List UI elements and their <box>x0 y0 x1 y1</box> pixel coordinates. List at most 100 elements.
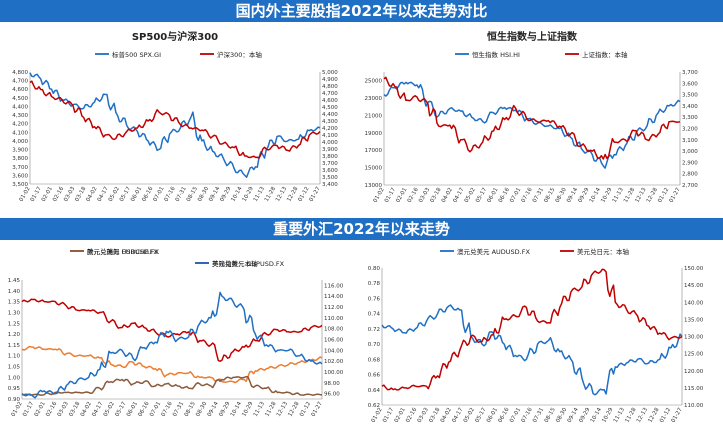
y-tick-right: 145.00 <box>684 283 704 289</box>
y-tick-right: 104.00 <box>324 348 344 354</box>
y-tick-left: 17000 <box>365 148 383 154</box>
series-line-0 <box>29 72 321 178</box>
y-tick-right: 3,900 <box>322 147 338 153</box>
x-tick-label: 01-27 <box>671 407 684 424</box>
legend-label: 上证指数：本轴 <box>582 50 628 59</box>
series-line-2 <box>22 375 322 396</box>
y-tick-right: 5,000 <box>322 70 338 76</box>
chart-eur-gbp-chf-dxy: 欧元兑美元 EURUSD.FX 英镑兑美元 GBPUSD.FX 美元兑瑞郎 USDC… <box>8 247 344 418</box>
y-tick-left: 0.62 <box>368 403 380 409</box>
y-tick-right: 4,800 <box>322 84 338 90</box>
legend-label: 澳元兑美元 AUDUSD.FX <box>457 247 530 256</box>
y-tick-right: 102.00 <box>324 359 344 365</box>
y-tick-right: 4,600 <box>322 98 338 104</box>
y-tick-right: 114.00 <box>324 294 344 300</box>
y-tick-right: 108.00 <box>324 327 344 333</box>
y-tick-left: 1.45 <box>8 278 21 284</box>
legend-label: 沪深300：本轴 <box>217 50 262 59</box>
y-tick-right: 2,800 <box>682 172 698 178</box>
y-tick-right: 3,700 <box>682 70 698 76</box>
chart-title: SP500与沪深300 <box>132 30 218 43</box>
y-tick-left: 4,000 <box>12 139 28 145</box>
y-tick-left: 4,400 <box>12 104 28 110</box>
y-tick-left: 3,800 <box>12 156 28 162</box>
y-tick-right: 100.00 <box>324 370 344 376</box>
y-tick-left: 21000 <box>365 113 383 119</box>
chart-title: 恒生指数与上证指数 <box>487 30 578 43</box>
y-tick-left: 0.64 <box>368 388 381 394</box>
y-tick-right: 3,800 <box>322 154 338 160</box>
y-tick-left: 1.25 <box>8 321 21 327</box>
x-tick-label: 01-27 <box>309 186 322 203</box>
y-tick-right: 125.00 <box>684 352 704 358</box>
y-tick-right: 2,700 <box>682 183 698 189</box>
y-tick-left: 25000 <box>365 79 383 85</box>
y-tick-right: 3,600 <box>682 81 698 87</box>
y-tick-left: 3,700 <box>12 165 28 171</box>
series-line-1 <box>21 298 323 362</box>
y-tick-right: 4,000 <box>322 140 338 146</box>
y-tick-right: 3,000 <box>682 149 698 155</box>
y-tick-left: 4,100 <box>12 130 28 136</box>
y-tick-right: 3,500 <box>322 175 338 181</box>
y-tick-left: 3,900 <box>12 148 28 154</box>
y-tick-right: 110.00 <box>324 316 344 322</box>
y-tick-right: 4,500 <box>322 105 338 111</box>
series-line-0 <box>21 345 323 384</box>
y-tick-right: 3,500 <box>682 93 698 99</box>
series-line-0 <box>383 81 681 169</box>
y-tick-left: 0.90 <box>8 397 21 403</box>
y-tick-left: 4,600 <box>12 87 28 93</box>
y-tick-right: 3,400 <box>682 104 698 110</box>
y-tick-right: 130.00 <box>684 335 704 341</box>
legend-label: 美元兑瑞郎 USDCHF.FX <box>87 247 158 256</box>
y-tick-right: 3,300 <box>682 115 698 121</box>
y-tick-right: 4,100 <box>322 133 338 139</box>
y-tick-left: 0.78 <box>368 281 381 287</box>
y-tick-left: 1.10 <box>8 354 21 360</box>
y-tick-right: 98.00 <box>324 381 340 387</box>
y-tick-left: 0.95 <box>8 386 21 392</box>
y-tick-right: 4,400 <box>322 112 338 118</box>
y-tick-left: 4,700 <box>12 79 28 85</box>
y-tick-left: 1.00 <box>8 375 21 381</box>
y-tick-left: 4,800 <box>12 70 28 76</box>
y-tick-right: 96.00 <box>324 392 340 398</box>
series-line-1 <box>383 76 681 160</box>
y-tick-left: 3,600 <box>12 173 28 179</box>
y-tick-left: 1.15 <box>8 343 21 349</box>
legend-label: 美元兑日元：本轴 <box>577 247 630 256</box>
banner-fx: 重要外汇2022年以来走势 <box>0 218 723 240</box>
y-tick-right: 135.00 <box>684 317 704 323</box>
y-tick-right: 140.00 <box>684 300 704 306</box>
y-tick-left: 1.05 <box>8 365 21 371</box>
y-tick-right: 3,700 <box>322 161 338 167</box>
series-line-1 <box>381 268 683 391</box>
y-tick-right: 3,400 <box>322 182 338 188</box>
y-tick-left: 0.76 <box>368 296 381 302</box>
y-tick-left: 1.30 <box>8 310 21 316</box>
banner-stock-indices: 国内外主要股指2022年以来走势对比 <box>0 0 723 22</box>
y-tick-right: 110.00 <box>684 403 704 409</box>
y-tick-left: 4,300 <box>12 113 28 119</box>
chart-aud-jpy: 澳元兑美元 AUDUSD.FX 美元兑日元：本轴 0.62 0.64 0.66 0.68 0… <box>368 247 704 424</box>
legend-label: 标普500 SPX.GI <box>112 50 161 59</box>
y-tick-left: 0.70 <box>368 342 381 348</box>
series-line-3 <box>21 291 323 399</box>
y-tick-left: 1.20 <box>8 332 21 338</box>
legend-label: 美元指数：本轴 <box>212 259 258 268</box>
y-tick-left: 0.80 <box>368 266 381 272</box>
y-tick-right: 3,600 <box>322 168 338 174</box>
y-tick-left: 19000 <box>365 131 383 137</box>
y-tick-right: 2,900 <box>682 160 698 166</box>
y-tick-right: 116.00 <box>324 283 344 289</box>
y-tick-left: 0.66 <box>368 373 381 379</box>
y-tick-left: 4,200 <box>12 122 28 128</box>
legend-label: 欧元兑美元 EURUSD.FX <box>87 247 160 256</box>
y-tick-right: 4,900 <box>322 77 338 83</box>
y-tick-right: 3,100 <box>682 138 698 144</box>
y-tick-right: 106.00 <box>324 338 344 344</box>
y-tick-right: 150.00 <box>684 266 704 272</box>
legend-label: 恒生指数 HSI.HI <box>472 50 520 59</box>
